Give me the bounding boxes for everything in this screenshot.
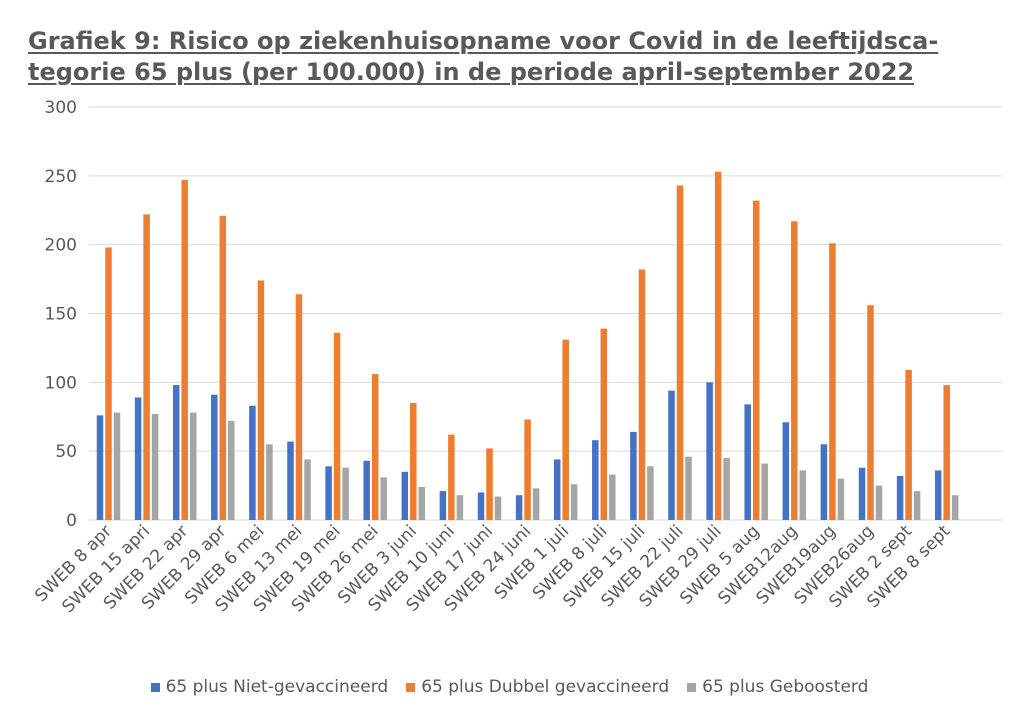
bar xyxy=(189,412,197,520)
bar xyxy=(172,385,180,520)
bar xyxy=(723,458,730,520)
bar xyxy=(837,478,845,520)
bar xyxy=(858,467,866,520)
bar xyxy=(524,419,531,520)
bar xyxy=(532,488,540,520)
legend-swatch xyxy=(150,682,160,692)
bar xyxy=(295,294,303,520)
bar xyxy=(913,491,921,520)
bar xyxy=(934,470,942,520)
chart-title-line-1: Grafiek 9: Risico op ziekenhuisopname vo… xyxy=(28,27,939,55)
bar xyxy=(380,477,387,520)
legend-swatch xyxy=(406,682,416,692)
legend-item: 65 plus Geboosterd xyxy=(687,677,868,697)
bar xyxy=(287,441,294,520)
bar xyxy=(782,422,790,520)
bar xyxy=(752,200,760,520)
chart-title: Grafiek 9: Risico op ziekenhuisopname vo… xyxy=(28,26,1008,88)
bar xyxy=(896,475,904,520)
bar xyxy=(592,440,599,520)
bar xyxy=(867,305,874,520)
bar xyxy=(363,460,370,520)
bar xyxy=(96,415,104,520)
bar xyxy=(744,404,751,520)
y-tick-label: 250 xyxy=(45,167,77,187)
bar xyxy=(515,495,523,520)
bar xyxy=(905,369,912,520)
legend-label: 65 plus Dubbel gevaccineerd xyxy=(421,677,670,697)
bar xyxy=(943,385,950,520)
legend-label: 65 plus Geboosterd xyxy=(702,677,869,697)
legend-item: 65 plus Dubbel gevaccineerd xyxy=(406,677,669,697)
legend-item: 65 plus Niet-gevaccineerd xyxy=(150,677,389,697)
bar xyxy=(829,243,836,521)
bar xyxy=(875,485,883,520)
bar xyxy=(448,434,455,520)
bar xyxy=(668,390,675,520)
bar xyxy=(211,394,218,520)
bar xyxy=(181,179,188,521)
bar xyxy=(151,413,159,520)
bar xyxy=(820,444,828,520)
bar xyxy=(249,405,256,520)
chart-title-line-2: tegorie 65 plus (per 100.000) in de peri… xyxy=(28,58,915,86)
y-tick-label: 150 xyxy=(45,305,77,325)
bar xyxy=(371,374,379,520)
bar xyxy=(266,444,273,520)
bar xyxy=(418,486,426,520)
bar xyxy=(706,382,713,520)
bar xyxy=(410,402,417,520)
bar xyxy=(714,171,722,520)
bar xyxy=(401,471,409,520)
y-tick-label: 100 xyxy=(45,373,77,393)
bar xyxy=(486,448,493,520)
bar xyxy=(685,456,692,520)
bar xyxy=(219,215,227,521)
bar xyxy=(257,280,265,520)
bar xyxy=(304,459,311,520)
bar xyxy=(638,269,646,520)
bar xyxy=(570,484,578,520)
bar xyxy=(630,431,637,520)
bar xyxy=(799,470,807,520)
bar xyxy=(761,463,768,520)
bar xyxy=(456,495,464,520)
bar xyxy=(562,339,569,520)
bar xyxy=(676,185,684,520)
bar xyxy=(325,466,332,520)
legend-swatch xyxy=(687,682,697,692)
y-tick-label: 50 xyxy=(55,442,77,462)
legend-label: 65 plus Niet-gevaccineerd xyxy=(165,677,389,697)
bar xyxy=(342,467,349,520)
bar xyxy=(105,247,112,521)
bar xyxy=(553,459,561,520)
bar xyxy=(333,332,341,520)
bar xyxy=(609,474,616,520)
y-tick-label: 300 xyxy=(45,98,77,118)
y-axis-tick-labels: 0 50 100 150 200 250 300 xyxy=(45,98,77,531)
legend: 65 plus Niet-gevaccineerd 65 plus Dubbel … xyxy=(0,677,1019,697)
y-tick-label: 0 xyxy=(66,511,77,531)
bar xyxy=(113,412,121,520)
bar xyxy=(228,420,235,520)
y-tick-label: 200 xyxy=(45,236,77,256)
bar xyxy=(477,492,485,520)
bars xyxy=(96,171,959,521)
bar xyxy=(600,328,608,520)
bar xyxy=(494,496,502,520)
bar xyxy=(791,221,798,520)
bar xyxy=(951,495,959,520)
bar xyxy=(143,214,150,520)
gridlines xyxy=(89,106,1002,521)
bar xyxy=(134,397,142,520)
bar xyxy=(647,466,654,520)
bar xyxy=(439,491,447,520)
